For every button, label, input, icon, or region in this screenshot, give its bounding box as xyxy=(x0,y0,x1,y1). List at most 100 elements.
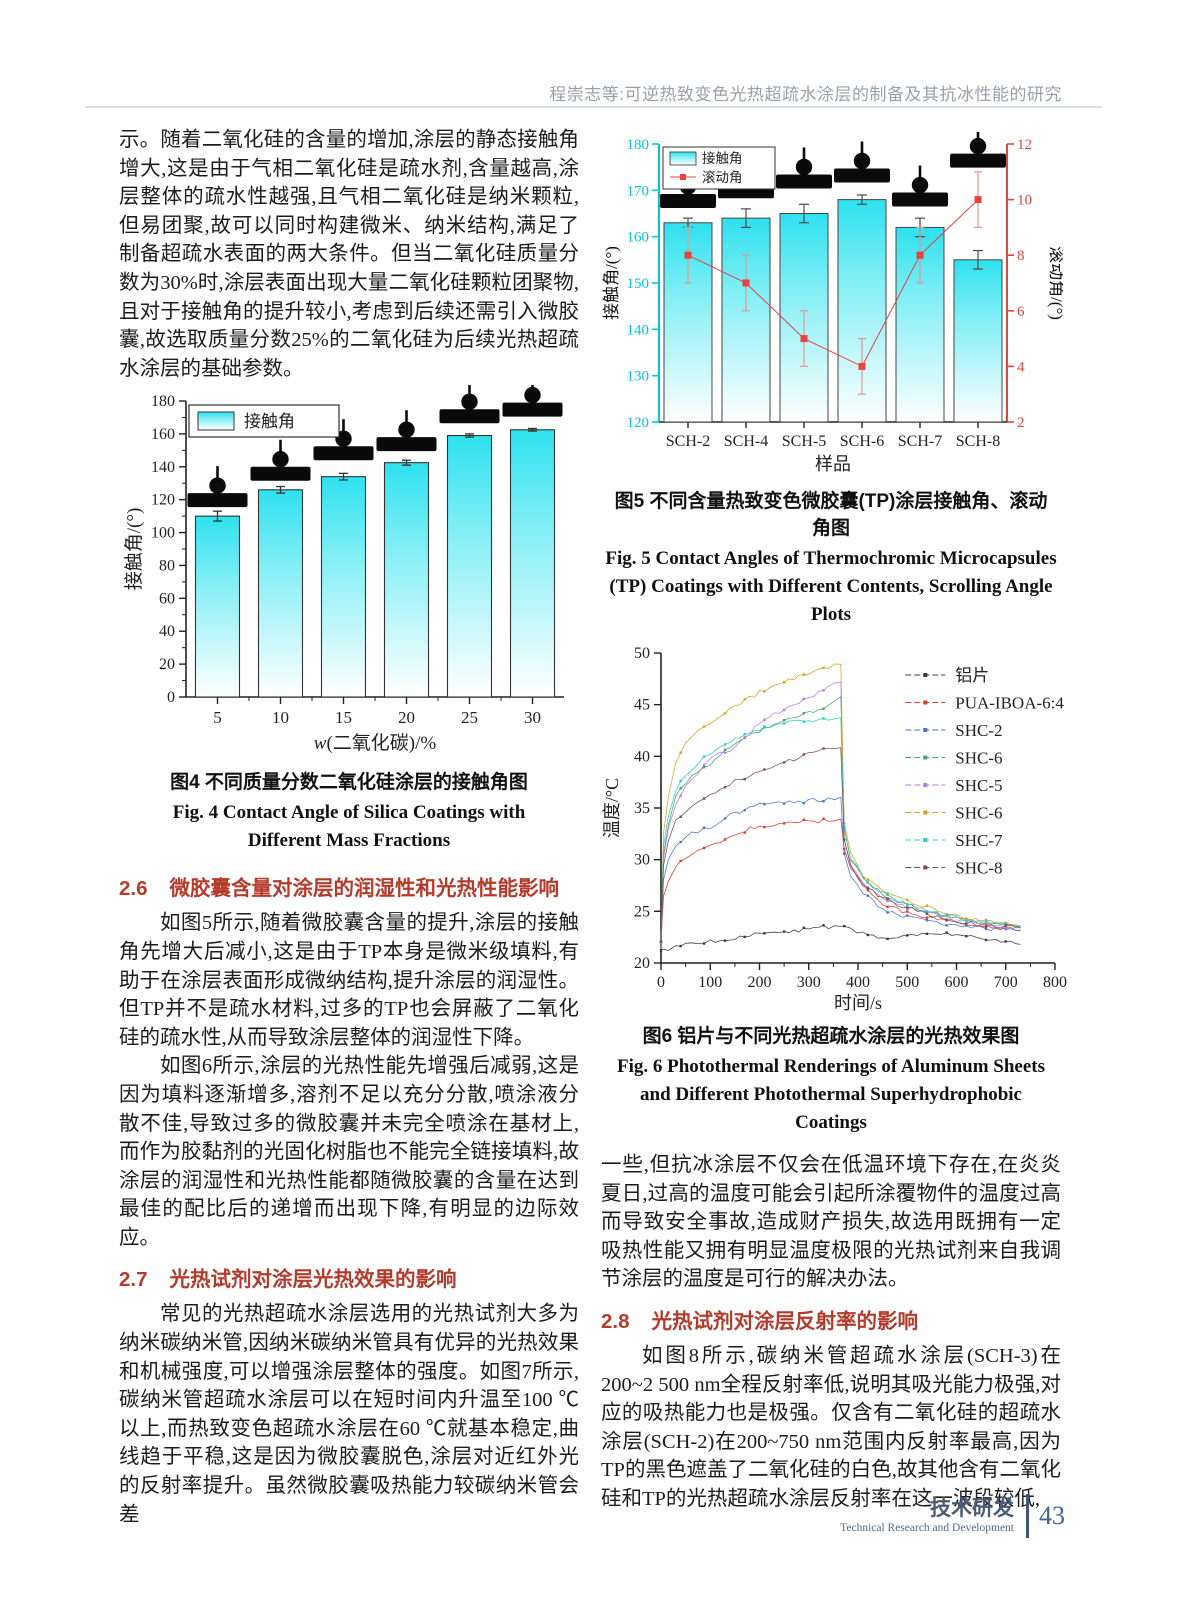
legend: 接触角 xyxy=(188,404,340,438)
header-rule xyxy=(85,106,1102,108)
svg-text:接触角: 接触角 xyxy=(702,150,743,166)
svg-text:25: 25 xyxy=(461,708,478,727)
legend: 铝片 PUA-IBOA-6:4 SHC-2 SHC-6 SHC-5 SHC-6 SHC-7 S… xyxy=(905,666,1064,878)
svg-text:150: 150 xyxy=(627,276,650,292)
svg-text:接触角: 接触角 xyxy=(244,412,295,431)
section-title: 光热试剂对涂层光热效果的影响 xyxy=(169,1268,457,1292)
svg-text:滚动角/(°): 滚动角/(°) xyxy=(1047,246,1063,320)
page-footer: 技术研发 Technical Research and Development … xyxy=(840,1494,1065,1538)
svg-text:800: 800 xyxy=(1043,974,1067,991)
svg-text:SHC-2: SHC-2 xyxy=(955,721,1002,740)
section-2-8-heading: 2.8 光热试剂对涂层反射率的影响 xyxy=(601,1304,1061,1334)
svg-text:140: 140 xyxy=(627,322,650,338)
svg-text:SHC-8: SHC-8 xyxy=(955,859,1002,878)
rolling-angle-line xyxy=(684,171,982,395)
svg-text:铝片: 铝片 xyxy=(955,666,989,685)
svg-text:6: 6 xyxy=(1017,304,1025,320)
svg-text:120: 120 xyxy=(151,492,175,509)
paragraph: 示。随着二氧化硅的含量的增加,涂层的静态接触角增大,这是由于气相二氧化硅是疏水剂… xyxy=(119,129,579,380)
svg-text:SCH-7: SCH-7 xyxy=(898,433,942,450)
paragraph: 如图8所示,碳纳米管超疏水涂层(SCH-3)在200~2 500 nm全程反射率… xyxy=(601,1344,1061,1510)
svg-text:20: 20 xyxy=(398,708,415,727)
page-number: 43 xyxy=(1039,1501,1065,1530)
svg-text:25: 25 xyxy=(634,903,650,920)
svg-text:40: 40 xyxy=(159,624,175,641)
svg-text:SCH-6: SCH-6 xyxy=(840,433,884,450)
svg-text:温度/°C: 温度/°C xyxy=(602,778,622,838)
section-2-7-heading: 2.7 光热试剂对涂层光热效果的影响 xyxy=(119,1262,579,1292)
svg-text:SCH-4: SCH-4 xyxy=(724,433,768,450)
svg-text:160: 160 xyxy=(627,230,650,246)
paragraph: 如图6所示,涂层的光热性能先增强后减弱,这是因为填料逐渐增多,溶剂不足以充分分散… xyxy=(119,1055,579,1249)
svg-text:30: 30 xyxy=(634,852,650,869)
svg-text:200: 200 xyxy=(748,974,772,991)
figure5-caption-cn: 图5 不同含量热致变色微胶囊(TP)涂层接触角、滚动角图 xyxy=(614,491,1048,539)
svg-text:12: 12 xyxy=(1017,137,1032,153)
svg-text:8: 8 xyxy=(1017,248,1025,264)
svg-text:接触角/(°): 接触角/(°) xyxy=(602,246,621,320)
svg-text:130: 130 xyxy=(627,369,650,385)
figure6-caption-en: Fig. 6 Photothermal Renderings of Alumin… xyxy=(616,1056,1046,1133)
svg-text:SHC-5: SHC-5 xyxy=(955,776,1002,795)
right-column: 120 130 140 150 160 170 180 2 4 6 8 10 12 SCH-2 SCH-4 S… xyxy=(601,130,1067,1514)
figure4-caption-en: Fig. 4 Contact Angle of Silica Coatings … xyxy=(172,802,526,852)
svg-text:700: 700 xyxy=(994,974,1018,991)
figure5: 120 130 140 150 160 170 180 2 4 6 8 10 12 SCH-2 SCH-4 S… xyxy=(601,132,1063,629)
axes: 0 20 40 60 80 100 120 140 160 180 5 10 15 20 25 30 xyxy=(151,393,564,727)
svg-text:500: 500 xyxy=(895,974,919,991)
svg-text:600: 600 xyxy=(945,974,969,991)
svg-text:SCH-5: SCH-5 xyxy=(782,433,826,450)
figure4-contact-angle-chart: 0 20 40 60 80 100 120 140 160 180 5 10 15 20 25 30 w(二氧化… xyxy=(123,385,564,754)
series-SHC-8 xyxy=(659,747,1021,944)
figure6: 20 25 30 35 40 45 50 0 100 200 300 400 500 600 700 800 时… xyxy=(601,643,1067,1137)
svg-text:PUA-IBOA-6:4: PUA-IBOA-6:4 xyxy=(955,694,1064,713)
svg-text:300: 300 xyxy=(797,974,821,991)
figure6-caption-cn: 图6 铝片与不同光热超疏水涂层的光热效果图 xyxy=(642,1026,1020,1047)
svg-text:4: 4 xyxy=(1017,359,1025,375)
svg-text:120: 120 xyxy=(627,415,650,431)
section-2-6-heading: 2.6 微胶囊含量对涂层的润湿性和光热性能影响 xyxy=(119,871,579,901)
paragraph: 常见的光热超疏水涂层选用的光热试剂大多为纳米碳纳米管,因纳米碳纳米管具有优异的光… xyxy=(119,1303,579,1526)
svg-text:样品: 样品 xyxy=(815,454,851,474)
svg-text:时间/s: 时间/s xyxy=(834,993,882,1013)
svg-text:SHC-6: SHC-6 xyxy=(955,804,1002,823)
svg-text:100: 100 xyxy=(698,974,722,991)
section-number: 2.8 xyxy=(601,1309,630,1333)
section-number: 2.7 xyxy=(119,1268,148,1292)
svg-text:160: 160 xyxy=(151,426,175,443)
svg-text:180: 180 xyxy=(627,137,650,153)
figure5-caption-en: Fig. 5 Contact Angles of Thermochromic M… xyxy=(605,548,1057,625)
svg-text:SHC-6: SHC-6 xyxy=(955,749,1002,768)
section-number: 2.6 xyxy=(119,877,148,901)
svg-text:2: 2 xyxy=(1017,415,1025,431)
series-SHC-7 xyxy=(659,717,1021,944)
section-title: 光热试剂对涂层反射率的影响 xyxy=(651,1309,919,1333)
svg-text:SCH-8: SCH-8 xyxy=(956,433,1000,450)
figure4: 0 20 40 60 80 100 120 140 160 180 5 10 15 20 25 30 w(二氧化… xyxy=(119,385,579,855)
bars xyxy=(187,385,563,698)
footer-section-en: Technical Research and Development xyxy=(840,1522,1014,1535)
svg-text:滚动角: 滚动角 xyxy=(702,169,743,185)
paragraph: 如图5所示,随着微胶囊含量的提升,涂层的接触角先增大后减小,这是由于TP本身是微… xyxy=(119,912,579,1049)
svg-text:140: 140 xyxy=(151,459,175,476)
left-column: 示。随着二氧化硅的含量的增加,涂层的静态接触角增大,这是由于气相二氧化硅是疏水剂… xyxy=(119,126,579,1529)
section-title: 微胶囊含量对涂层的润湿性和光热性能影响 xyxy=(169,877,560,901)
svg-text:80: 80 xyxy=(159,558,175,575)
svg-text:SCH-2: SCH-2 xyxy=(666,433,710,450)
svg-text:180: 180 xyxy=(151,393,175,410)
series-铝片 xyxy=(659,924,1021,952)
footer-section: 技术研发 Technical Research and Development xyxy=(840,1497,1014,1535)
svg-text:35: 35 xyxy=(634,800,650,817)
svg-text:20: 20 xyxy=(634,955,650,972)
svg-text:50: 50 xyxy=(634,645,650,662)
footer-section-cn: 技术研发 xyxy=(930,1497,1014,1521)
svg-text:60: 60 xyxy=(159,591,175,608)
svg-text:5: 5 xyxy=(213,708,222,727)
running-title: 程崇志等:可逆热致变色光热超疏水涂层的制备及其抗冰性能的研究 xyxy=(549,85,1062,104)
svg-text:30: 30 xyxy=(524,708,541,727)
svg-text:10: 10 xyxy=(1017,193,1032,209)
footer-divider xyxy=(1026,1494,1029,1538)
